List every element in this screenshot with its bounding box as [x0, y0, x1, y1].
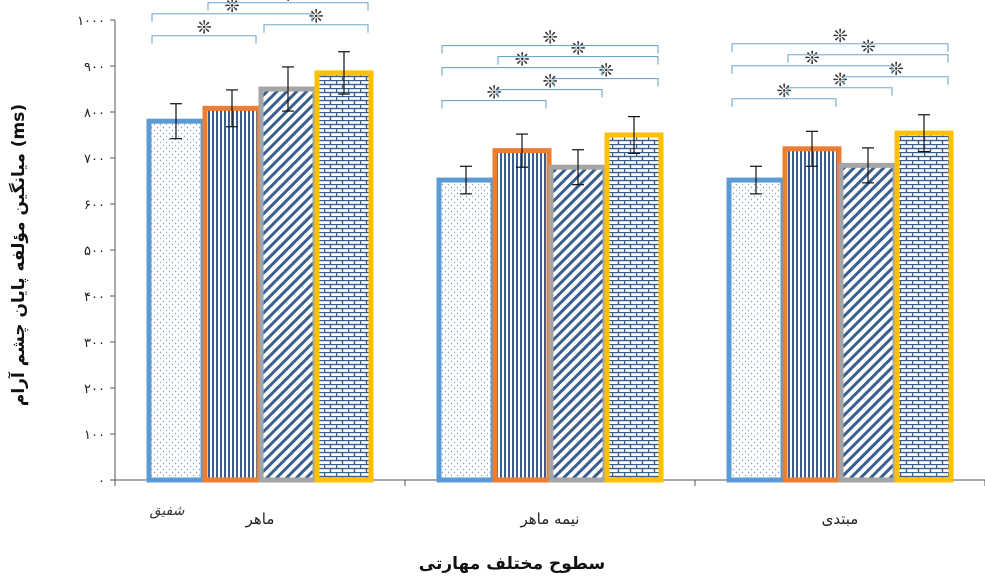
y-tick-label: ۸۰۰ [84, 106, 105, 121]
significance-marker: ❊ [776, 81, 791, 102]
bar [146, 118, 206, 483]
bar [492, 148, 552, 483]
significance-marker: ❊ [224, 0, 239, 17]
significance-bracket [843, 76, 949, 85]
bar [726, 177, 786, 483]
significance-bracket [151, 35, 257, 44]
significance-marker: ❊ [542, 28, 557, 49]
significance-marker: ❊ [888, 59, 903, 80]
significance-bracket [263, 24, 369, 33]
significance-marker: ❊ [804, 48, 819, 69]
significance-brackets: ❊❊❊❊❊❊❊❊❊❊❊❊❊❊❊❊❊ [151, 0, 949, 109]
significance-marker: ❊ [308, 7, 323, 28]
y-axis-title: میانگین مؤلفه پایان چشم آرام (ms) [7, 104, 29, 406]
y-tick-label: ۶۰۰ [84, 198, 105, 213]
signature: شفیق [150, 503, 185, 519]
significance-marker: ❊ [280, 0, 295, 6]
bar [604, 132, 664, 483]
significance-marker: ❊ [832, 70, 847, 91]
bar [894, 130, 954, 483]
significance-bracket [441, 67, 603, 76]
significance-bracket [553, 78, 659, 87]
significance-marker: ❊ [598, 61, 613, 82]
bars [146, 70, 954, 483]
significance-bracket [787, 87, 893, 96]
significance-bracket [731, 98, 837, 107]
bar [436, 177, 496, 483]
significance-bracket [207, 2, 369, 11]
bar [258, 86, 318, 483]
significance-bracket [497, 89, 603, 98]
y-tick-label: ۱۰۰ [84, 428, 105, 443]
y-tick-label: ۳۰۰ [84, 336, 105, 351]
y-tick-label: ۴۰۰ [84, 290, 105, 305]
x-tick-label: ماهر [245, 510, 275, 528]
x-axis: ماهر نیمه ماهر مبتدی [114, 479, 985, 528]
y-tick-label: ۷۰۰ [84, 152, 105, 167]
error-bars [170, 51, 930, 195]
significance-bracket [731, 43, 949, 52]
bar [202, 105, 262, 483]
significance-bracket [787, 54, 949, 63]
y-tick-label: ۰ [98, 474, 105, 489]
y-tick-label: ۵۰۰ [84, 244, 105, 259]
bar [548, 164, 608, 483]
y-tick-label: ۹۰۰ [84, 60, 105, 75]
bar [314, 70, 374, 483]
bar [782, 146, 842, 483]
y-axis: ۰ ۱۰۰ ۲۰۰ ۳۰۰ ۴۰۰ ۵۰۰ ۶۰۰ ۷۰۰ ۸۰۰ ۹۰۰ ۱۰۰۰ [77, 14, 116, 489]
x-tick-label: نیمه ماهر [520, 510, 580, 528]
significance-marker: ❊ [570, 39, 585, 60]
significance-marker: ❊ [486, 83, 501, 104]
x-axis-title: سطوح مختلف مهارتی [419, 554, 605, 574]
significance-bracket [441, 45, 659, 54]
x-tick-label: مبتدی [822, 510, 859, 528]
significance-bracket [441, 100, 547, 109]
significance-marker: ❊ [542, 72, 557, 93]
significance-bracket [497, 56, 659, 65]
bar [838, 162, 898, 483]
y-tick-label: ۱۰۰۰ [77, 14, 105, 29]
y-tick-label: ۲۰۰ [84, 382, 105, 397]
significance-bracket [151, 13, 313, 22]
significance-bracket [731, 65, 893, 74]
significance-marker: ❊ [514, 50, 529, 71]
significance-marker: ❊ [832, 26, 847, 47]
significance-marker: ❊ [196, 18, 211, 39]
significance-marker: ❊ [860, 37, 875, 58]
